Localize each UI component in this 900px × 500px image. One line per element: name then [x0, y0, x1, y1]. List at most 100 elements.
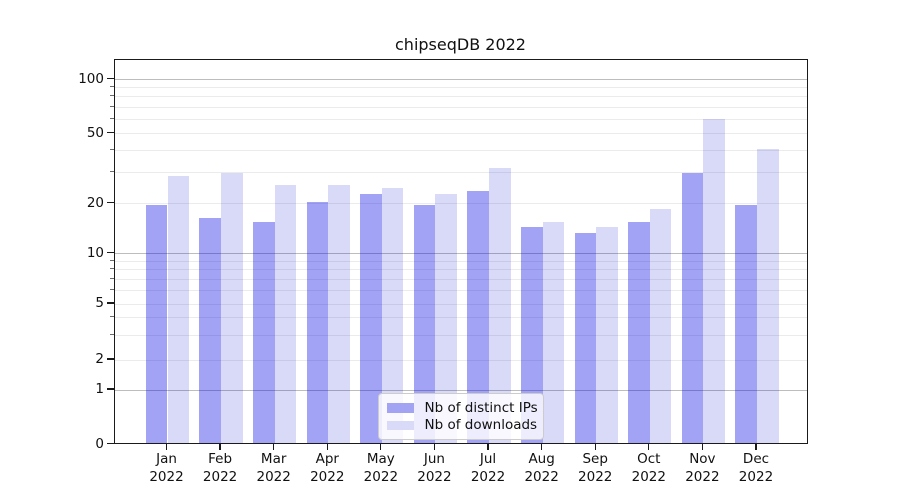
- x-axis-label-Jun: Jun 2022: [417, 451, 452, 485]
- ytick-minor-mark: [110, 277, 114, 279]
- xtick-mark-Feb: [219, 443, 221, 450]
- bar-distinct-ips-Dec: [735, 205, 757, 443]
- bar-downloads-Sep: [596, 227, 618, 443]
- x-axis-label-Sep: Sep 2022: [578, 451, 613, 485]
- bar-distinct-ips-Mar: [253, 222, 275, 443]
- plot-area: [113, 59, 808, 444]
- xtick-mark-May: [380, 443, 382, 450]
- ytick-mark-2: [107, 358, 114, 360]
- bar-distinct-ips-Feb: [199, 217, 222, 443]
- bar-downloads-Feb: [221, 173, 243, 443]
- xtick-mark-Jun: [433, 443, 436, 450]
- ytick-minor-mark: [110, 333, 114, 335]
- ytick-minor-mark: [110, 86, 114, 88]
- ytick-mark-5: [107, 302, 114, 304]
- ytick-mark-50: [107, 132, 114, 134]
- ytick-minor-mark: [110, 289, 114, 291]
- bar-downloads-Jul: [489, 168, 511, 443]
- legend-swatch-distinct-ips: [386, 403, 414, 413]
- gridline-minor: [114, 334, 807, 336]
- y-axis-label-10: 10: [86, 244, 104, 261]
- y-axis-label-20: 20: [86, 194, 104, 211]
- bar-distinct-ips-May: [360, 194, 382, 443]
- gridline-100: [114, 79, 807, 80]
- gridline-minor: [114, 106, 807, 108]
- gridline-minor: [114, 118, 807, 120]
- gridline-minor: [114, 96, 807, 98]
- ytick-minor-mark: [110, 268, 114, 270]
- x-axis-label-Feb: Feb 2022: [202, 451, 238, 485]
- xtick-mark-Apr: [326, 443, 328, 450]
- gridline-minor: [114, 172, 807, 174]
- x-axis-label-May: May 2022: [363, 451, 399, 485]
- bar-downloads-Oct: [649, 209, 672, 443]
- legend-swatch-downloads: [386, 420, 414, 431]
- gridline-minor: [114, 260, 807, 262]
- xtick-mark-Nov: [701, 443, 703, 450]
- x-axis-label-Dec: Dec 2022: [738, 451, 774, 485]
- ytick-minor-mark: [110, 316, 114, 318]
- bar-distinct-ips-Jan: [145, 205, 168, 443]
- bar-downloads-Apr: [328, 184, 350, 443]
- ytick-mark-100: [107, 77, 114, 80]
- gridline-minor: [114, 317, 807, 319]
- x-axis-label-Nov: Nov 2022: [685, 451, 720, 485]
- gridline-5: [114, 303, 807, 305]
- legend-item-distinct-ips: Nb of distinct IPs: [379, 399, 543, 417]
- gridline-20: [114, 203, 807, 205]
- xtick-mark-Jul: [487, 443, 489, 450]
- gridline-10: [114, 253, 807, 254]
- gridline-2: [114, 359, 807, 361]
- y-axis-label-5: 5: [95, 295, 104, 311]
- y-axis-label-50: 50: [86, 124, 104, 141]
- legend-label-distinct-ips: Nb of distinct IPs: [424, 399, 538, 416]
- ytick-mark-20: [107, 202, 114, 204]
- bar-downloads-May: [381, 187, 404, 443]
- y-axis-label-100: 100: [78, 70, 104, 87]
- x-axis-label-Jul: Jul 2022: [470, 451, 506, 485]
- ytick-minor-mark: [110, 117, 114, 119]
- xtick-mark-Aug: [541, 443, 543, 450]
- gridline-minor: [114, 150, 807, 152]
- bar-downloads-Jan: [167, 176, 190, 443]
- y-axis-label-0: 0: [95, 435, 104, 452]
- legend-item-downloads: Nb of downloads: [379, 417, 543, 435]
- gridline-1: [114, 389, 807, 391]
- bar-distinct-ips-Nov: [681, 173, 704, 443]
- bar-distinct-ips-Jul: [467, 191, 490, 443]
- xtick-mark-Mar: [273, 443, 275, 450]
- bar-distinct-ips-Aug: [521, 227, 543, 443]
- ytick-minor-mark: [110, 259, 114, 261]
- xtick-mark-Oct: [648, 443, 650, 450]
- gridline-50: [114, 133, 807, 135]
- xtick-mark-Dec: [755, 443, 757, 450]
- x-axis-label-Oct: Oct 2022: [631, 451, 666, 485]
- gridline-minor: [114, 278, 807, 280]
- x-axis-label-Apr: Apr 2022: [310, 451, 345, 485]
- bar-downloads-Mar: [274, 184, 297, 443]
- x-axis-label-Aug: Aug 2022: [524, 451, 559, 485]
- bar-downloads-Jun: [435, 194, 458, 443]
- bar-distinct-ips-Jun: [413, 205, 436, 443]
- chart-title: chipseqDB 2022: [395, 35, 526, 54]
- ytick-mark-1: [107, 388, 114, 390]
- y-axis-label-2: 2: [95, 351, 104, 367]
- bar-distinct-ips-Apr: [306, 201, 329, 443]
- ytick-mark-0: [107, 442, 114, 445]
- bar-distinct-ips-Sep: [574, 232, 597, 443]
- y-axis-label-1: 1: [95, 381, 104, 397]
- bar-downloads-Dec: [756, 148, 779, 443]
- bar-downloads-Aug: [542, 222, 565, 443]
- ytick-minor-mark: [110, 105, 114, 107]
- ytick-mark-10: [107, 251, 114, 254]
- legend-label-downloads: Nb of downloads: [424, 417, 538, 434]
- bar-distinct-ips-Oct: [628, 222, 650, 443]
- gridline-minor: [114, 269, 807, 271]
- bar-downloads-Nov: [703, 118, 725, 443]
- gridline-minor: [114, 290, 807, 292]
- ytick-minor-mark: [110, 149, 114, 151]
- xtick-mark-Jan: [165, 443, 168, 450]
- x-axis-label-Mar: Mar 2022: [256, 451, 291, 485]
- x-axis-label-Jan: Jan 2022: [149, 451, 184, 485]
